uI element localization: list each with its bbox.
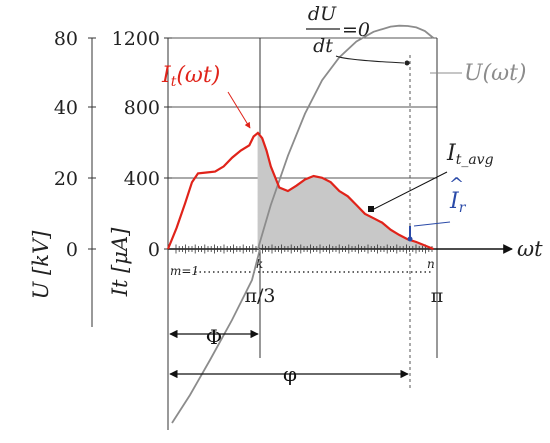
index-n-label: n xyxy=(427,257,435,271)
index-start-label: m=1 xyxy=(170,264,199,278)
it-tick-label: 400 xyxy=(124,168,160,190)
u-tick-label: 40 xyxy=(54,97,78,119)
x-tick-pi-third: π/3 xyxy=(245,285,276,307)
u-lower-extension xyxy=(171,248,261,424)
derivative-annotation: dU xyxy=(308,3,337,25)
it-avg-pointer xyxy=(371,171,448,211)
it-avg-shaded-region xyxy=(257,132,437,249)
x-axis-label: ωt xyxy=(517,237,543,261)
ir-hat-point xyxy=(407,236,413,242)
it-tick-label: 0 xyxy=(148,239,160,261)
u-tick-label: 0 xyxy=(66,239,78,261)
it-tick-label: 800 xyxy=(124,97,160,119)
ir-hat-caret: ^ xyxy=(449,174,464,195)
derivative-annotation: dt xyxy=(313,35,333,57)
u-tick-label: 20 xyxy=(54,168,78,190)
it-tick-label: 1200 xyxy=(112,28,160,50)
u-series-line xyxy=(257,24,434,250)
it-axis-label: It [μA] xyxy=(108,227,132,297)
u-axis-label: U [kV] xyxy=(29,230,53,299)
index-k-label: k xyxy=(256,257,263,271)
grid xyxy=(168,37,437,179)
x-tick-pi: π xyxy=(431,285,444,307)
it-series-pointer xyxy=(227,91,251,129)
derivative-pointer xyxy=(335,55,405,64)
derivative-rhs: =0 xyxy=(342,19,370,41)
it-avg-label: It_avg xyxy=(446,141,494,168)
phi-lower-label: φ xyxy=(283,362,297,386)
u-tick-label: 80 xyxy=(54,28,78,50)
u-axis-ticks xyxy=(88,37,96,250)
u-peak-point xyxy=(404,60,410,66)
it-series-label: It(ωt) xyxy=(161,63,220,90)
it-avg-marker xyxy=(368,206,374,212)
u-series-label: U(ωt) xyxy=(464,61,527,86)
phi-upper-label: Φ xyxy=(206,325,222,349)
it-series-line xyxy=(166,131,434,251)
ir-hat-pointer xyxy=(413,221,451,227)
